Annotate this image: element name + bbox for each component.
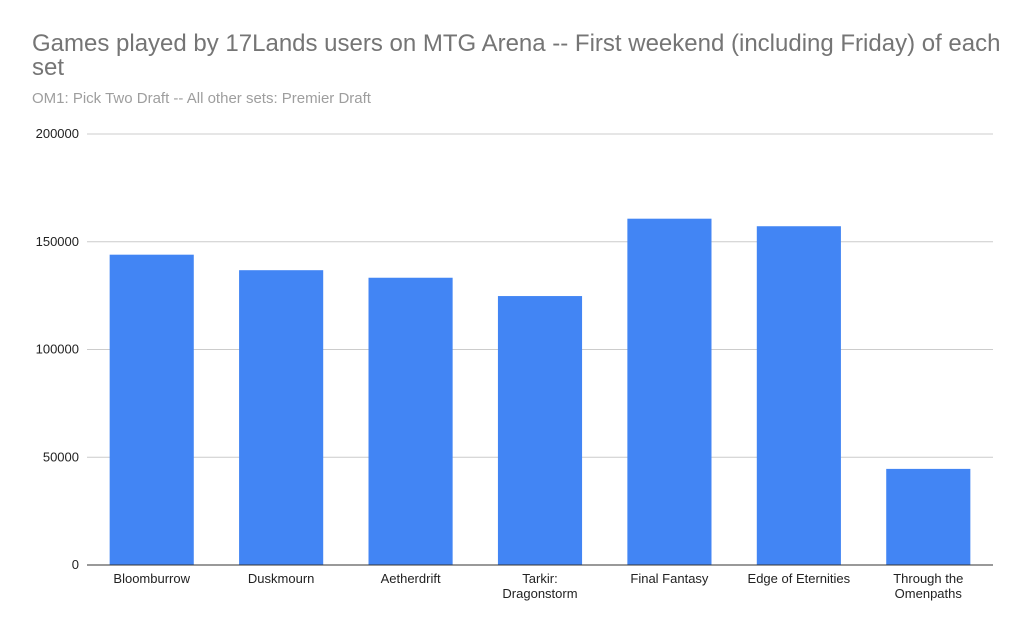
x-tick-label: Bloomburrow bbox=[113, 571, 190, 586]
x-tick-label: Duskmourn bbox=[248, 571, 314, 586]
y-tick-label: 100000 bbox=[36, 342, 79, 357]
bar bbox=[886, 468, 971, 565]
x-axis-labels: Bloomburrow Duskmourn Aetherdrift Tarkir: Dr… bbox=[113, 571, 963, 601]
y-tick-label: 0 bbox=[72, 557, 79, 572]
y-tick-label: 50000 bbox=[43, 449, 79, 464]
bars bbox=[109, 218, 971, 565]
chart-subtitle: OM1: Pick Two Draft -- All other sets: P… bbox=[32, 90, 371, 107]
x-tick-label: Through the Omenpaths bbox=[893, 571, 963, 601]
bar bbox=[756, 226, 841, 565]
bar bbox=[497, 296, 583, 565]
x-tick-label: Tarkir: Dragonstorm bbox=[502, 571, 577, 601]
chart-title: Games played by 17Lands users on MTG Are… bbox=[32, 30, 1001, 81]
y-tick-label: 200000 bbox=[36, 126, 79, 141]
bar bbox=[109, 254, 194, 565]
x-tick-label: Final Fantasy bbox=[630, 571, 709, 586]
bar bbox=[239, 270, 324, 565]
y-axis-ticks: 0 50000 100000 150000 200000 bbox=[36, 126, 79, 572]
y-tick-label: 150000 bbox=[36, 234, 79, 249]
x-tick-label: Edge of Eternities bbox=[748, 571, 851, 586]
bar bbox=[627, 218, 712, 565]
x-tick-label: Aetherdrift bbox=[381, 571, 441, 586]
bar bbox=[368, 277, 453, 565]
